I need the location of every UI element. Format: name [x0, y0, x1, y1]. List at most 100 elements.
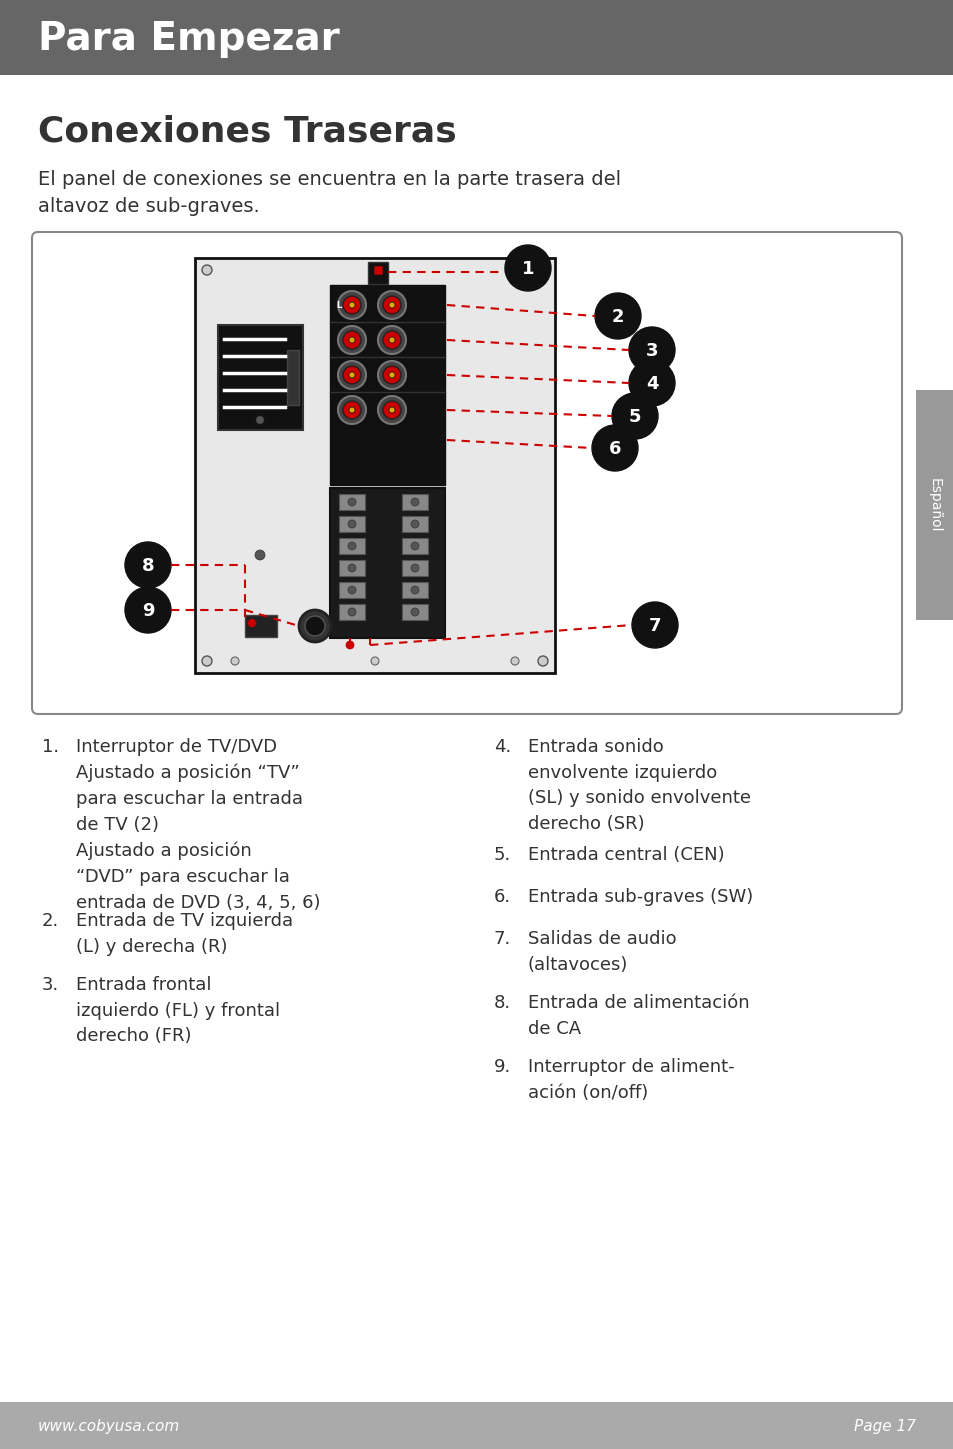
Text: Para Empezar: Para Empezar — [38, 20, 339, 58]
Circle shape — [337, 291, 366, 319]
Circle shape — [348, 520, 355, 527]
Text: Entrada sonido
envolvente izquierdo
(SL) y sonido envolvente
derecho (SR): Entrada sonido envolvente izquierdo (SL)… — [527, 738, 750, 833]
Circle shape — [255, 416, 264, 425]
Text: 9: 9 — [142, 601, 154, 620]
FancyBboxPatch shape — [0, 1403, 953, 1449]
Text: 4.: 4. — [494, 738, 511, 756]
FancyBboxPatch shape — [915, 390, 953, 620]
Circle shape — [305, 616, 325, 636]
Circle shape — [411, 564, 418, 572]
FancyBboxPatch shape — [401, 538, 428, 554]
Circle shape — [631, 601, 678, 648]
Text: L: L — [335, 300, 341, 310]
FancyBboxPatch shape — [374, 267, 381, 274]
Circle shape — [389, 301, 395, 309]
Circle shape — [595, 293, 640, 339]
Circle shape — [411, 520, 418, 527]
FancyBboxPatch shape — [401, 582, 428, 598]
FancyBboxPatch shape — [338, 582, 365, 598]
Circle shape — [343, 401, 360, 419]
Circle shape — [382, 367, 400, 384]
Circle shape — [337, 396, 366, 425]
Circle shape — [377, 326, 406, 354]
Circle shape — [254, 551, 265, 559]
Text: Entrada frontal
izquierdo (FL) y frontal
derecho (FR): Entrada frontal izquierdo (FL) y frontal… — [76, 977, 280, 1045]
Circle shape — [343, 367, 360, 384]
Text: Español: Español — [927, 478, 941, 532]
Circle shape — [348, 609, 355, 616]
Circle shape — [612, 393, 658, 439]
Circle shape — [231, 656, 239, 665]
Circle shape — [628, 327, 675, 372]
Circle shape — [377, 396, 406, 425]
Circle shape — [349, 301, 355, 309]
Text: Entrada sub-graves (SW): Entrada sub-graves (SW) — [527, 888, 753, 906]
Circle shape — [411, 609, 418, 616]
Text: 7: 7 — [648, 617, 660, 635]
Circle shape — [349, 407, 355, 413]
Circle shape — [348, 498, 355, 506]
Text: 1: 1 — [521, 259, 534, 278]
Circle shape — [382, 330, 400, 349]
Circle shape — [382, 401, 400, 419]
FancyBboxPatch shape — [338, 538, 365, 554]
Circle shape — [377, 291, 406, 319]
FancyBboxPatch shape — [401, 516, 428, 532]
Circle shape — [371, 656, 378, 665]
Circle shape — [411, 498, 418, 506]
Circle shape — [248, 619, 255, 627]
Text: 5.: 5. — [494, 846, 511, 864]
Text: 6.: 6. — [494, 888, 511, 906]
FancyBboxPatch shape — [401, 494, 428, 510]
Text: Salidas de audio
(altavoces): Salidas de audio (altavoces) — [527, 930, 676, 974]
Circle shape — [298, 610, 331, 642]
Circle shape — [337, 326, 366, 354]
Text: 7.: 7. — [494, 930, 511, 948]
FancyBboxPatch shape — [218, 325, 303, 430]
Text: 2.: 2. — [42, 911, 59, 930]
Circle shape — [349, 338, 355, 343]
Circle shape — [389, 407, 395, 413]
FancyBboxPatch shape — [401, 559, 428, 577]
Circle shape — [537, 265, 547, 275]
Text: www.cobyusa.com: www.cobyusa.com — [38, 1419, 180, 1435]
Circle shape — [202, 656, 212, 667]
Text: 3: 3 — [645, 342, 658, 359]
Text: Interruptor de aliment-
ación (on/off): Interruptor de aliment- ación (on/off) — [527, 1058, 734, 1101]
FancyBboxPatch shape — [368, 262, 388, 284]
FancyBboxPatch shape — [194, 258, 555, 672]
Text: 1.: 1. — [42, 738, 59, 756]
FancyBboxPatch shape — [330, 285, 444, 485]
Circle shape — [377, 361, 406, 388]
FancyBboxPatch shape — [338, 494, 365, 510]
Text: 5: 5 — [628, 409, 640, 426]
FancyBboxPatch shape — [0, 0, 953, 75]
Circle shape — [348, 542, 355, 551]
Text: El panel de conexiones se encuentra en la parte trasera del
altavoz de sub-grave: El panel de conexiones se encuentra en l… — [38, 170, 620, 216]
Circle shape — [411, 542, 418, 551]
Circle shape — [389, 338, 395, 343]
Circle shape — [382, 296, 400, 314]
Circle shape — [202, 265, 212, 275]
FancyBboxPatch shape — [338, 516, 365, 532]
Circle shape — [349, 372, 355, 378]
Text: 9.: 9. — [494, 1058, 511, 1077]
Text: Conexiones Traseras: Conexiones Traseras — [38, 114, 456, 149]
Text: 4: 4 — [645, 375, 658, 393]
Circle shape — [592, 425, 638, 471]
Circle shape — [348, 564, 355, 572]
FancyBboxPatch shape — [287, 351, 298, 406]
Circle shape — [337, 361, 366, 388]
Circle shape — [125, 587, 171, 633]
Text: Entrada de alimentación
de CA: Entrada de alimentación de CA — [527, 994, 749, 1037]
Text: 6: 6 — [608, 440, 620, 458]
Text: Interruptor de TV/DVD
Ajustado a posición “TV”
para escuchar la entrada
de TV (2: Interruptor de TV/DVD Ajustado a posició… — [76, 738, 320, 911]
Circle shape — [343, 296, 360, 314]
Circle shape — [411, 585, 418, 594]
Circle shape — [348, 585, 355, 594]
Circle shape — [511, 656, 518, 665]
Circle shape — [389, 372, 395, 378]
FancyBboxPatch shape — [338, 604, 365, 620]
Circle shape — [537, 656, 547, 667]
Text: Page 17: Page 17 — [853, 1419, 915, 1435]
